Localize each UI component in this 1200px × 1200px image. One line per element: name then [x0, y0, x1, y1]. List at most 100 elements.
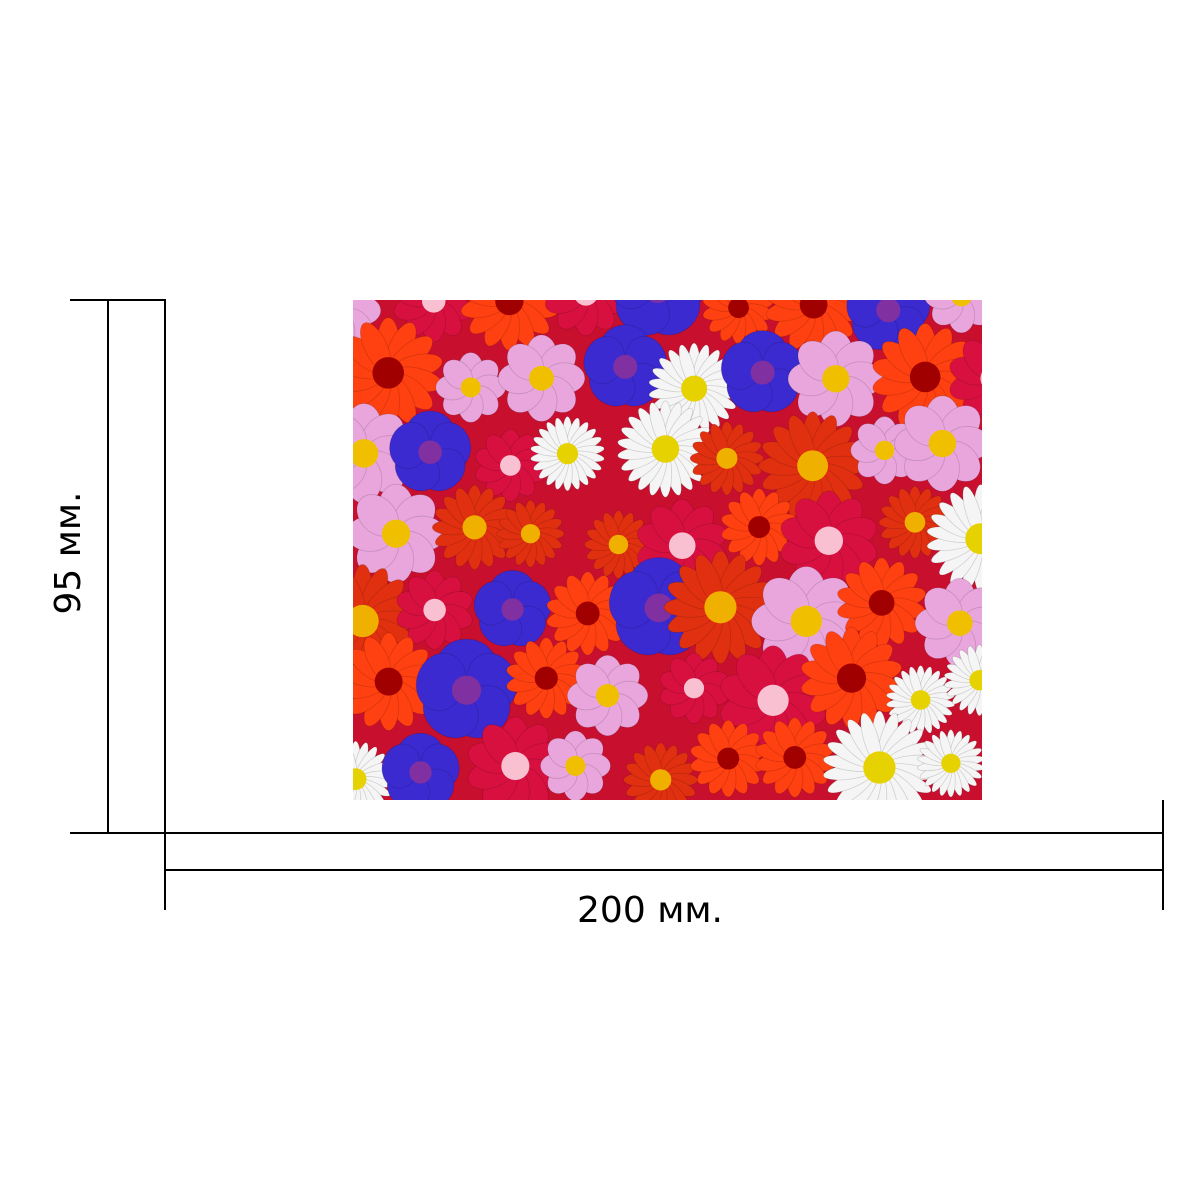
flower [396, 570, 473, 650]
flower-center [462, 515, 487, 540]
flower-center [783, 746, 807, 769]
flower-center [565, 755, 586, 776]
height-label: 95 мм. [48, 491, 89, 614]
flower [497, 334, 586, 422]
petal [353, 321, 356, 343]
flower [473, 570, 552, 647]
flower [758, 411, 868, 521]
flower [583, 324, 668, 407]
flower-center [575, 300, 597, 306]
flower [608, 300, 707, 336]
flower-center [716, 447, 738, 469]
flower-center [757, 684, 789, 716]
flower-center [418, 440, 442, 465]
flower [381, 732, 460, 800]
flower-center [728, 300, 749, 319]
flower-center [421, 300, 446, 313]
petal [923, 300, 961, 310]
flower-center [947, 610, 973, 636]
flower-center [460, 377, 481, 398]
flower [496, 499, 565, 568]
flower [850, 416, 919, 485]
flower [659, 652, 729, 724]
flower-center [596, 684, 620, 708]
flower [787, 330, 884, 427]
flower-center [951, 300, 972, 307]
flower [823, 710, 936, 800]
flower-center [409, 761, 432, 784]
flower-center [668, 532, 696, 560]
flower-center [353, 768, 367, 791]
flower-center [928, 429, 957, 458]
flower-center [748, 516, 771, 539]
flower-center [534, 666, 558, 690]
flower [846, 300, 931, 351]
flower-center [910, 690, 931, 710]
flower-center [650, 769, 672, 791]
flower-center [608, 534, 629, 555]
flower-center [874, 440, 895, 461]
flower-center [750, 360, 775, 385]
flower [617, 400, 714, 498]
flower [720, 330, 805, 413]
flower-center [799, 300, 828, 319]
flower-center [372, 357, 404, 389]
flower-center [423, 598, 446, 622]
flower-center [683, 678, 705, 699]
flower-center [814, 526, 844, 555]
flower-center [353, 439, 379, 468]
flower-center [704, 591, 737, 624]
flower [583, 510, 653, 580]
flower-center [965, 523, 982, 555]
flower-center [822, 365, 850, 393]
flower-center [717, 747, 740, 770]
flower-center [529, 365, 554, 391]
flower-center [904, 511, 926, 533]
flower [923, 300, 982, 334]
flower-center [651, 435, 680, 463]
flower-center [381, 519, 411, 548]
petal [962, 339, 982, 379]
flower-center [644, 593, 674, 623]
flower-center [353, 604, 379, 638]
flower [894, 395, 982, 492]
flower-center [863, 751, 896, 784]
flower [566, 654, 649, 737]
flower [435, 352, 507, 423]
flower-center [836, 663, 867, 693]
flower [475, 428, 546, 503]
flower-center [520, 524, 541, 544]
petal [544, 300, 585, 314]
flower [663, 550, 778, 665]
flower [878, 485, 952, 559]
flower-center [876, 300, 901, 323]
flower-center [980, 372, 982, 385]
flower-center [909, 361, 941, 393]
flower-center [797, 450, 829, 482]
flower-center [868, 590, 895, 616]
width-label: 200 мм. [577, 890, 723, 931]
flower-center [451, 675, 482, 705]
flower-center [649, 300, 667, 303]
flower-center [501, 598, 524, 621]
flower-center [969, 670, 982, 691]
flower-center [500, 455, 521, 476]
flower-center [613, 354, 638, 379]
flower [689, 421, 765, 496]
flower [690, 719, 767, 798]
flower [546, 571, 629, 656]
flower [648, 342, 740, 435]
flower [914, 578, 982, 669]
flower-center [575, 601, 600, 626]
flower [837, 557, 927, 649]
flower [943, 644, 982, 717]
flower [780, 490, 877, 591]
flower [415, 638, 518, 739]
flower [917, 729, 982, 798]
flower [886, 665, 956, 735]
flower-center [495, 300, 524, 316]
flower [755, 717, 835, 798]
flower [926, 484, 982, 594]
petal [608, 300, 658, 310]
